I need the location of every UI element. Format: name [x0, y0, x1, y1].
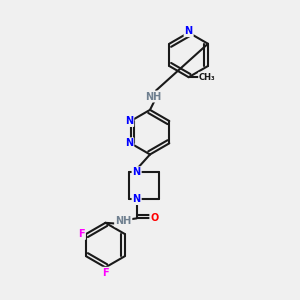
- Text: N: N: [125, 116, 133, 126]
- Text: N: N: [184, 26, 193, 36]
- Text: O: O: [150, 213, 159, 224]
- Text: NH: NH: [145, 92, 161, 101]
- Text: N: N: [125, 138, 133, 148]
- Text: CH₃: CH₃: [199, 73, 216, 82]
- Text: NH: NH: [115, 216, 131, 226]
- Text: F: F: [78, 229, 85, 239]
- Text: N: N: [133, 167, 141, 177]
- Text: F: F: [102, 268, 109, 278]
- Text: N: N: [133, 194, 141, 204]
